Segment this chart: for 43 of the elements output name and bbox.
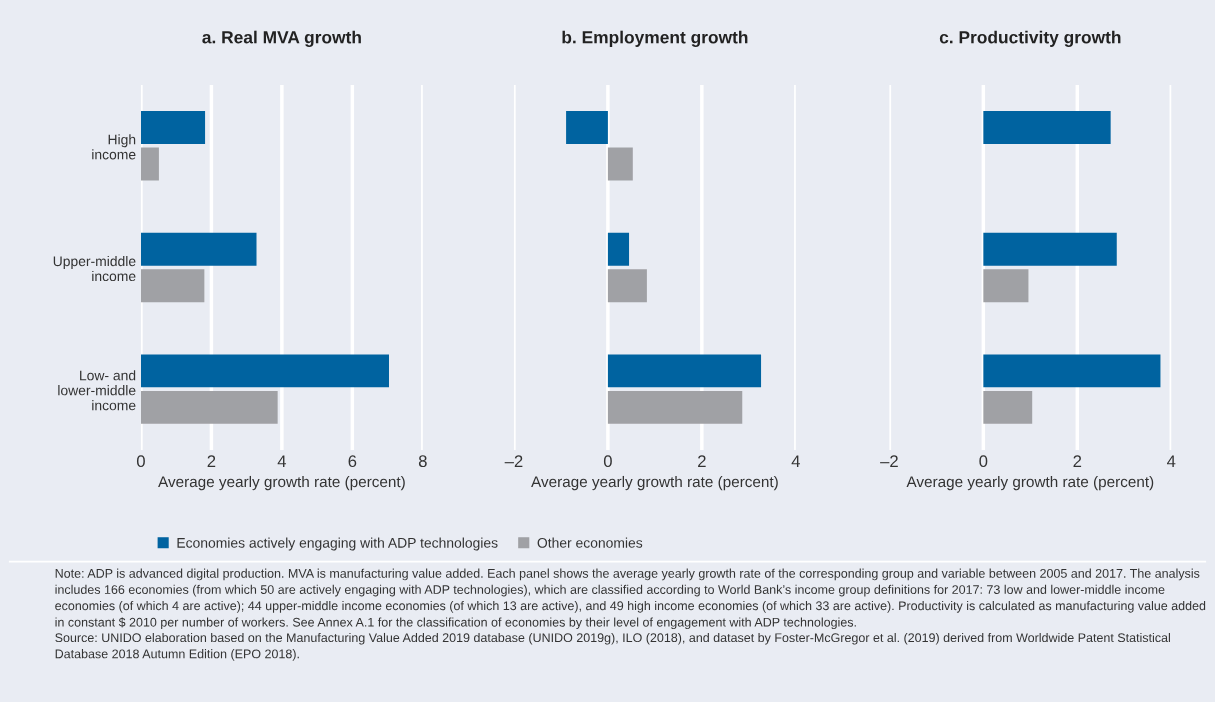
chart-title: b. Employment growth [562,30,748,47]
bar [140,147,159,181]
bar [983,111,1111,144]
x-axis-title: Average yearly growth rate (percent) [906,475,1154,491]
x-axis-title: Average yearly growth rate (percent) [531,475,778,491]
x-tick-label: 2 [1073,455,1082,467]
y-tick-label: Low- and lower-middle income [58,370,136,411]
bar [140,111,206,144]
x-tick-label: 2 [207,455,216,467]
bar [983,269,1029,303]
text: Note: ADP is advanced digital production. MVA is manufacturing value added. Each panel shows the average yearly growth rate of the corresponding group and variable between 2005 and 2017. The analysis includes 166 economies (from which 50 are actively engaging with ADP technologies), which are classified according to World Bank’s income group definitions for 2017: 73 low and lower-middle income economies (of which 4 are active); 44 upper-middle income economies (of which 13 are active), and 49 high income economies (of which 33 are active). Productivity is calculated as manufacturing value added in constant $ 2010 per number of workers. See Annex A.1 for the classification of economies by their level of engagement with ADP technologies. [55,568,1206,630]
x-tick-label: 0 [603,455,612,468]
bar [607,390,743,424]
legend-label: Economies actively engaging with ADP technologies [177,537,498,551]
bar [607,147,633,181]
y-tick-label: High income [92,134,136,160]
x-tick-label: 0 [136,455,145,468]
bar [566,111,608,144]
legend-label: Other economies [537,537,643,548]
bar [983,354,1161,388]
chart-title: c. Productivity growth [939,30,1121,47]
x-tick-label: –2 [880,455,898,467]
bar [983,390,1033,424]
x-tick-label: 4 [1167,455,1176,467]
bar [140,269,205,303]
y-tick-label: Upper-middle income [53,255,136,282]
bar [607,269,647,303]
x-tick-label: –2 [504,455,523,467]
bar [607,354,762,388]
bar [140,232,257,266]
x-tick-label: 0 [979,455,988,468]
chart-title: a. Real MVA growth [202,30,361,47]
x-axis-title: Average yearly growth rate (percent) [158,475,405,491]
source-note: Source: UNIDO elaboration based on the Manufacturing Value Added 2019 database (UNIDO 2019g), ILO (2018), and dataset by Foster-McGregor et al. (2019) derived from Worldwide Patent Statistical Database 2018 Autumn Edition (EPO 2018). [55,632,1170,661]
x-tick-label: 4 [791,455,800,467]
bar [140,390,278,424]
bar [983,232,1117,266]
x-tick-label: 4 [277,455,287,467]
x-tick-label: 8 [418,455,427,468]
x-tick-label: 2 [698,455,706,467]
x-tick-label: 6 [348,455,357,468]
bar [140,354,389,388]
bar [607,232,630,266]
